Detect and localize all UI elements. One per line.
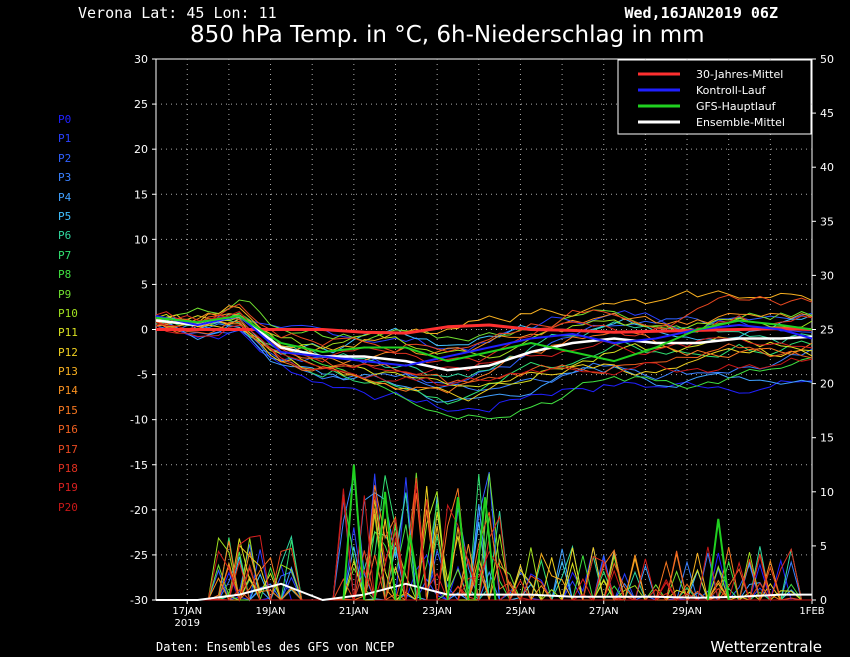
y-left-tick-label: 0 bbox=[141, 324, 148, 337]
member-temp-line-p16 bbox=[155, 318, 813, 384]
run-timestamp: Wed,16JAN2019 06Z bbox=[624, 4, 778, 22]
y-right-tick-label: 35 bbox=[820, 215, 834, 228]
y-right-tick-label: 5 bbox=[820, 540, 827, 553]
ensemble-member-legend: P0 P1 P2 P3 P4 P5 P6 P7 P8 P9 P10 P11 P12 P13 P14 P15 P1… bbox=[58, 110, 78, 517]
member-precip-line-p19 bbox=[156, 482, 812, 602]
member-label-p8: P8 bbox=[58, 268, 72, 282]
member-label-p14: P14 bbox=[58, 384, 78, 398]
y-left-tick-label: -20 bbox=[130, 504, 148, 517]
member-label-p2: P2 bbox=[58, 151, 72, 165]
x-tick-label: 23JAN bbox=[422, 606, 452, 617]
legend-entry: Ensemble-Mittel bbox=[696, 116, 785, 129]
member-label-p6: P6 bbox=[58, 229, 72, 243]
y-right-tick-label: 40 bbox=[820, 161, 834, 174]
y-left-tick-label: -15 bbox=[130, 459, 148, 472]
y-right-tick-label: 25 bbox=[820, 324, 834, 337]
gfs-precip-spike bbox=[398, 534, 422, 601]
y-left-tick-label: -5 bbox=[137, 369, 148, 382]
y-left-tick-label: 20 bbox=[134, 143, 148, 156]
member-label-p5: P5 bbox=[58, 209, 72, 223]
y-left-tick-label: 25 bbox=[134, 98, 148, 111]
x-tick-label: 17JAN bbox=[172, 606, 202, 617]
y-right-tick-label: 15 bbox=[820, 432, 834, 445]
x-tick-label: 27JAN bbox=[589, 606, 619, 617]
y-left-tick-label: 10 bbox=[134, 233, 148, 246]
series-line-gfs-hauptlauf bbox=[155, 315, 813, 363]
member-temp-line-p17 bbox=[155, 294, 813, 353]
y-left-tick-label: 30 bbox=[134, 53, 148, 66]
member-label-p4: P4 bbox=[58, 190, 72, 204]
member-label-p3: P3 bbox=[58, 171, 72, 185]
gfs-precip-spike bbox=[706, 518, 730, 601]
y-left-tick-label: 15 bbox=[134, 188, 148, 201]
member-label-p11: P11 bbox=[58, 326, 78, 340]
member-label-p9: P9 bbox=[58, 287, 72, 301]
member-label-p10: P10 bbox=[58, 306, 78, 320]
x-tick-label: 1FEB bbox=[799, 606, 824, 617]
member-label-p1: P1 bbox=[58, 132, 72, 146]
legend-entry: GFS-Hauptlauf bbox=[696, 100, 777, 113]
x-tick-label: 25JAN bbox=[506, 606, 536, 617]
y-right-tick-label: 20 bbox=[820, 378, 834, 391]
member-label-p12: P12 bbox=[58, 345, 78, 359]
gfs-precip-spike bbox=[473, 497, 497, 601]
gfs-precip-spike bbox=[446, 497, 470, 601]
member-label-p16: P16 bbox=[58, 423, 78, 437]
member-label-p15: P15 bbox=[58, 403, 78, 417]
y-left-tick-label: -25 bbox=[130, 549, 148, 562]
legend-entry: Kontroll-Lauf bbox=[696, 84, 767, 97]
member-label-p13: P13 bbox=[58, 365, 78, 379]
series-line-30-jahres-mittel bbox=[156, 323, 813, 335]
member-label-p0: P0 bbox=[58, 113, 72, 126]
y-right-tick-label: 50 bbox=[820, 53, 834, 66]
series-line-ensemble-mittel bbox=[155, 314, 813, 372]
legend-entry: 30-Jahres-Mittel bbox=[696, 68, 783, 81]
member-temp-line-p19 bbox=[155, 324, 813, 376]
brand-label: Wetterzentrale bbox=[710, 638, 822, 656]
series-line-ensemble-mittel-niederschlag bbox=[156, 582, 812, 601]
member-label-p20: P20 bbox=[58, 500, 78, 514]
gfs-precip-spike bbox=[373, 491, 397, 601]
x-tick-label: 29JAN bbox=[672, 606, 702, 617]
y-right-tick-label: 0 bbox=[820, 594, 827, 607]
member-temp-line-p3 bbox=[155, 323, 813, 392]
x-tick-label: 19JAN bbox=[256, 606, 286, 617]
member-label-p19: P19 bbox=[58, 481, 78, 495]
series-line-kontroll-lauf bbox=[155, 315, 813, 367]
y-right-tick-label: 45 bbox=[820, 107, 834, 120]
member-precip-line-p20 bbox=[156, 488, 812, 602]
y-left-tick-label: -30 bbox=[130, 594, 148, 607]
gfs-precip-spike bbox=[342, 464, 366, 601]
data-source: Daten: Ensembles des GFS von NCEP bbox=[156, 640, 395, 654]
x-tick-label: 21JAN bbox=[339, 606, 369, 617]
x-tick-sublabel: 2019 bbox=[175, 618, 200, 629]
y-left-tick-label: -10 bbox=[130, 414, 148, 427]
y-right-tick-label: 30 bbox=[820, 269, 834, 282]
member-temp-line-p12 bbox=[155, 314, 813, 402]
location-label: Verona Lat: 45 Lon: 11 bbox=[78, 4, 277, 22]
member-temp-line-p4 bbox=[155, 316, 813, 403]
member-label-p7: P7 bbox=[58, 248, 72, 262]
y-left-tick-label: 5 bbox=[141, 278, 148, 291]
y-right-tick-label: 10 bbox=[820, 486, 834, 499]
chart-title: 850 hPa Temp. in °C, 6h-Niederschlag in … bbox=[190, 22, 705, 48]
member-label-p17: P17 bbox=[58, 442, 78, 456]
member-label-p18: P18 bbox=[58, 462, 78, 476]
member-precip-line-p4 bbox=[156, 492, 812, 601]
